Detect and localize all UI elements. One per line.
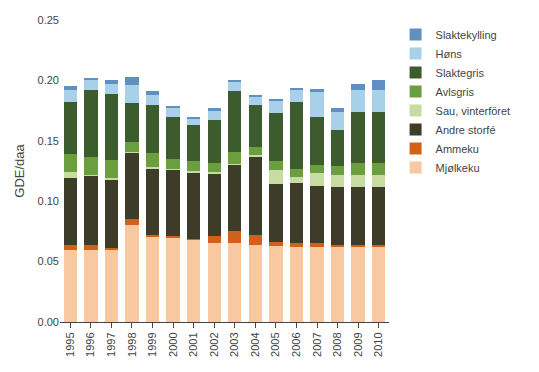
svg-text:0.05: 0.05 bbox=[38, 255, 59, 267]
svg-text:Andre storfé: Andre storfé bbox=[436, 124, 496, 136]
svg-text:1997: 1997 bbox=[105, 332, 117, 356]
svg-text:Høns: Høns bbox=[436, 48, 463, 60]
svg-text:Slaktegris: Slaktegris bbox=[436, 67, 485, 79]
svg-text:2006: 2006 bbox=[290, 332, 302, 356]
svg-text:2009: 2009 bbox=[352, 332, 364, 356]
svg-text:2000: 2000 bbox=[167, 332, 179, 356]
svg-text:Sau, vinterföret: Sau, vinterföret bbox=[436, 105, 511, 117]
svg-text:2005: 2005 bbox=[269, 332, 281, 356]
svg-text:2004: 2004 bbox=[249, 332, 261, 356]
svg-text:Mjølkeku: Mjølkeku bbox=[436, 162, 480, 174]
svg-text:1999: 1999 bbox=[146, 332, 158, 356]
svg-text:2002: 2002 bbox=[208, 332, 220, 356]
svg-text:GDE/daa: GDE/daa bbox=[12, 143, 27, 197]
svg-text:2003: 2003 bbox=[228, 332, 240, 356]
svg-text:0.15: 0.15 bbox=[38, 135, 59, 147]
svg-text:Slaktekylling: Slaktekylling bbox=[436, 29, 497, 41]
svg-text:2001: 2001 bbox=[187, 332, 199, 356]
svg-text:Avlsgris: Avlsgris bbox=[436, 86, 475, 98]
svg-text:0.20: 0.20 bbox=[38, 74, 59, 86]
svg-text:2007: 2007 bbox=[311, 332, 323, 356]
svg-text:0.10: 0.10 bbox=[38, 195, 59, 207]
svg-text:1998: 1998 bbox=[126, 332, 138, 356]
svg-text:1996: 1996 bbox=[84, 332, 96, 356]
svg-text:1995: 1995 bbox=[64, 332, 76, 356]
svg-text:2010: 2010 bbox=[372, 332, 384, 356]
svg-text:2008: 2008 bbox=[331, 332, 343, 356]
svg-text:Ammeku: Ammeku bbox=[436, 143, 479, 155]
svg-text:0.25: 0.25 bbox=[38, 14, 59, 26]
svg-text:0.00: 0.00 bbox=[38, 316, 59, 328]
